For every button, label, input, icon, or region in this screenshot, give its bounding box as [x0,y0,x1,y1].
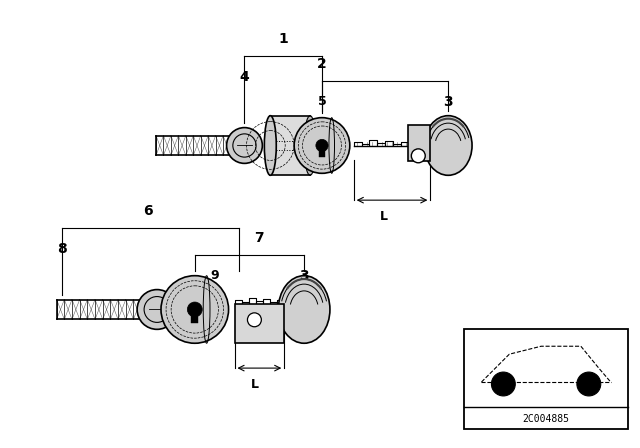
Text: L: L [380,210,388,223]
Circle shape [412,149,425,163]
Text: 3: 3 [300,269,309,283]
Ellipse shape [264,116,276,175]
Bar [319,146,325,157]
Bar [191,310,198,323]
Bar [270,116,310,175]
Circle shape [492,372,515,396]
Text: 2C004885: 2C004885 [523,414,570,424]
Bar [408,125,430,160]
Text: 7: 7 [255,231,264,245]
Text: 8: 8 [57,242,67,256]
Bar [234,305,284,343]
Circle shape [316,139,328,151]
Text: 5: 5 [317,95,326,108]
Text: 4: 4 [239,70,250,84]
Circle shape [137,289,177,329]
Ellipse shape [278,276,330,343]
Bar [464,329,628,429]
Circle shape [577,372,601,396]
Circle shape [227,128,262,164]
Text: 9: 9 [211,269,219,282]
Circle shape [294,118,350,173]
Text: 1: 1 [278,32,288,46]
Text: 6: 6 [143,204,152,218]
Text: 3: 3 [444,95,453,109]
Ellipse shape [424,116,472,175]
Wedge shape [163,276,201,310]
Circle shape [188,302,202,317]
Wedge shape [296,118,327,146]
Text: L: L [250,378,259,391]
Text: 2: 2 [317,57,327,71]
Ellipse shape [304,116,316,175]
Circle shape [248,313,261,327]
Circle shape [161,276,228,343]
